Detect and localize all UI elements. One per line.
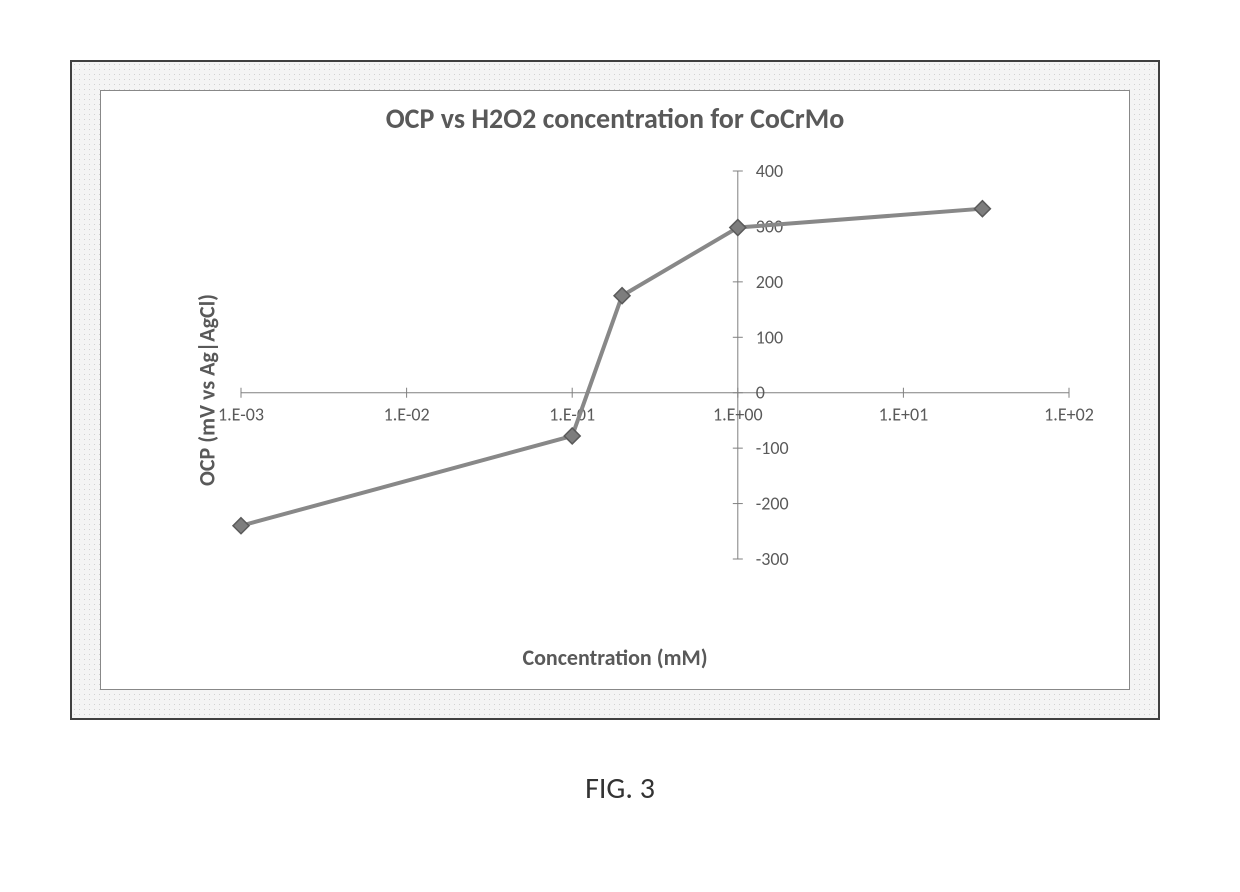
y-tick-label: 0 xyxy=(756,382,765,404)
x-axis-label: Concentration (mM) xyxy=(522,644,707,671)
x-tick-label: 1.E+01 xyxy=(879,404,929,426)
y-tick-label: 400 xyxy=(756,160,783,182)
x-tick-label: 1.E-01 xyxy=(549,404,595,426)
series-marker xyxy=(564,428,580,444)
chart-title: OCP vs H2O2 concentration for CoCrMo xyxy=(101,101,1129,136)
figure-caption: FIG. 3 xyxy=(585,770,655,807)
y-tick-label: -100 xyxy=(756,437,789,459)
x-tick-label: 1.E-02 xyxy=(384,404,430,426)
y-tick-label: -200 xyxy=(756,493,789,515)
series-line xyxy=(241,209,982,526)
x-tick-label: 1.E+00 xyxy=(713,404,763,426)
y-tick-label: 100 xyxy=(756,326,783,348)
plot-svg: 1.E-031.E-021.E-011.E+001.E+011.E+02-300… xyxy=(221,161,1089,599)
x-tick-label: 1.E-03 xyxy=(218,404,264,426)
y-axis-label: OCP (mV vs Ag|AgCl) xyxy=(193,294,220,486)
x-tick-label: 1.E+02 xyxy=(1044,404,1094,426)
plot-area: 1.E-031.E-021.E-011.E+001.E+011.E+02-300… xyxy=(221,161,1089,599)
y-tick-label: -300 xyxy=(756,548,789,570)
chart-frame-outer: OCP vs H2O2 concentration for CoCrMo OCP… xyxy=(70,60,1160,720)
page: OCP vs H2O2 concentration for CoCrMo OCP… xyxy=(0,0,1240,892)
series-marker xyxy=(974,201,990,217)
y-tick-label: 200 xyxy=(756,271,783,293)
chart-frame-inner: OCP vs H2O2 concentration for CoCrMo OCP… xyxy=(100,90,1130,690)
series-marker xyxy=(233,518,249,534)
